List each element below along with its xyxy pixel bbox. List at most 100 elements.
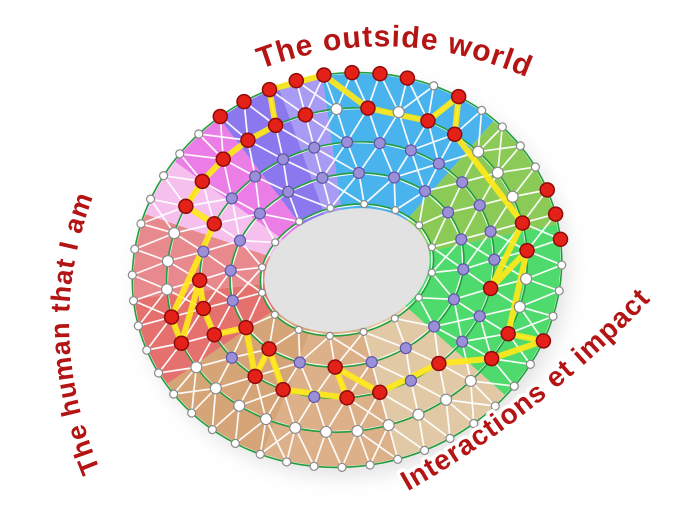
red-node[interactable] xyxy=(206,326,223,343)
node[interactable] xyxy=(233,234,247,247)
red-node[interactable] xyxy=(327,358,344,375)
node[interactable] xyxy=(276,153,290,166)
node[interactable] xyxy=(432,157,445,170)
node[interactable] xyxy=(233,399,246,412)
node[interactable] xyxy=(282,457,292,467)
node[interactable] xyxy=(326,204,335,213)
node[interactable] xyxy=(506,190,519,203)
node[interactable] xyxy=(130,244,140,254)
node[interactable] xyxy=(158,171,169,181)
node[interactable] xyxy=(281,185,295,198)
node[interactable] xyxy=(404,144,418,157)
node[interactable] xyxy=(439,393,453,406)
node[interactable] xyxy=(194,129,204,139)
node[interactable] xyxy=(319,425,333,438)
node[interactable] xyxy=(509,381,519,391)
node[interactable] xyxy=(161,254,174,268)
red-node[interactable] xyxy=(261,81,278,98)
node[interactable] xyxy=(530,162,541,172)
red-node[interactable] xyxy=(237,319,254,336)
node[interactable] xyxy=(455,176,469,189)
red-node[interactable] xyxy=(173,335,190,352)
node[interactable] xyxy=(393,454,403,464)
red-node[interactable] xyxy=(239,132,256,149)
node[interactable] xyxy=(340,135,354,149)
node[interactable] xyxy=(352,166,365,180)
node[interactable] xyxy=(391,206,400,215)
node[interactable] xyxy=(160,283,174,296)
node[interactable] xyxy=(497,122,507,132)
red-node[interactable] xyxy=(267,117,284,134)
red-node[interactable] xyxy=(419,112,436,129)
node[interactable] xyxy=(404,374,418,387)
red-node[interactable] xyxy=(535,332,552,349)
node[interactable] xyxy=(230,438,240,449)
node[interactable] xyxy=(382,418,395,432)
node[interactable] xyxy=(392,105,405,119)
node[interactable] xyxy=(207,425,217,435)
red-node[interactable] xyxy=(163,308,180,325)
red-node[interactable] xyxy=(315,66,332,83)
node[interactable] xyxy=(360,200,369,209)
red-node[interactable] xyxy=(247,368,264,385)
node[interactable] xyxy=(515,141,525,151)
node[interactable] xyxy=(128,296,139,306)
red-node[interactable] xyxy=(215,151,232,168)
node[interactable] xyxy=(488,253,501,266)
node[interactable] xyxy=(513,300,526,313)
node[interactable] xyxy=(473,199,486,212)
node[interactable] xyxy=(387,171,401,184)
node[interactable] xyxy=(455,233,468,246)
node[interactable] xyxy=(557,260,567,270)
node[interactable] xyxy=(270,310,280,319)
node[interactable] xyxy=(309,461,319,471)
node[interactable] xyxy=(133,321,143,331)
node[interactable] xyxy=(412,408,425,421)
node[interactable] xyxy=(414,293,424,302)
red-node[interactable] xyxy=(235,93,252,110)
node[interactable] xyxy=(136,219,146,229)
node[interactable] xyxy=(271,238,280,247)
node[interactable] xyxy=(359,327,368,337)
red-node[interactable] xyxy=(212,108,229,125)
node[interactable] xyxy=(525,359,536,369)
node[interactable] xyxy=(484,225,497,238)
node[interactable] xyxy=(427,320,441,333)
red-node[interactable] xyxy=(177,198,194,215)
node[interactable] xyxy=(447,293,461,306)
node[interactable] xyxy=(337,462,347,472)
red-node[interactable] xyxy=(371,65,388,82)
node[interactable] xyxy=(419,445,430,456)
node[interactable] xyxy=(225,192,238,205)
red-node[interactable] xyxy=(430,355,447,372)
node[interactable] xyxy=(294,325,303,335)
red-node[interactable] xyxy=(518,242,535,259)
node[interactable] xyxy=(445,433,455,444)
node[interactable] xyxy=(142,345,152,355)
red-node[interactable] xyxy=(191,272,208,289)
node[interactable] xyxy=(330,102,343,116)
node[interactable] xyxy=(225,351,238,364)
node[interactable] xyxy=(255,449,265,459)
node[interactable] xyxy=(167,226,181,240)
node[interactable] xyxy=(415,221,424,230)
red-node[interactable] xyxy=(500,325,517,342)
red-node[interactable] xyxy=(446,126,463,143)
red-node[interactable] xyxy=(359,100,376,117)
red-node[interactable] xyxy=(275,381,292,398)
node[interactable] xyxy=(390,314,400,323)
red-node[interactable] xyxy=(297,106,314,123)
node[interactable] xyxy=(257,288,267,297)
node[interactable] xyxy=(351,424,364,438)
node[interactable] xyxy=(289,421,302,434)
red-node[interactable] xyxy=(338,389,355,406)
red-node[interactable] xyxy=(288,72,305,89)
node[interactable] xyxy=(427,243,437,252)
node[interactable] xyxy=(307,390,321,404)
node[interactable] xyxy=(175,149,185,159)
node[interactable] xyxy=(316,171,329,184)
node[interactable] xyxy=(293,356,306,369)
node[interactable] xyxy=(248,170,262,183)
sector[interactable] xyxy=(133,139,286,285)
node[interactable] xyxy=(190,361,203,374)
